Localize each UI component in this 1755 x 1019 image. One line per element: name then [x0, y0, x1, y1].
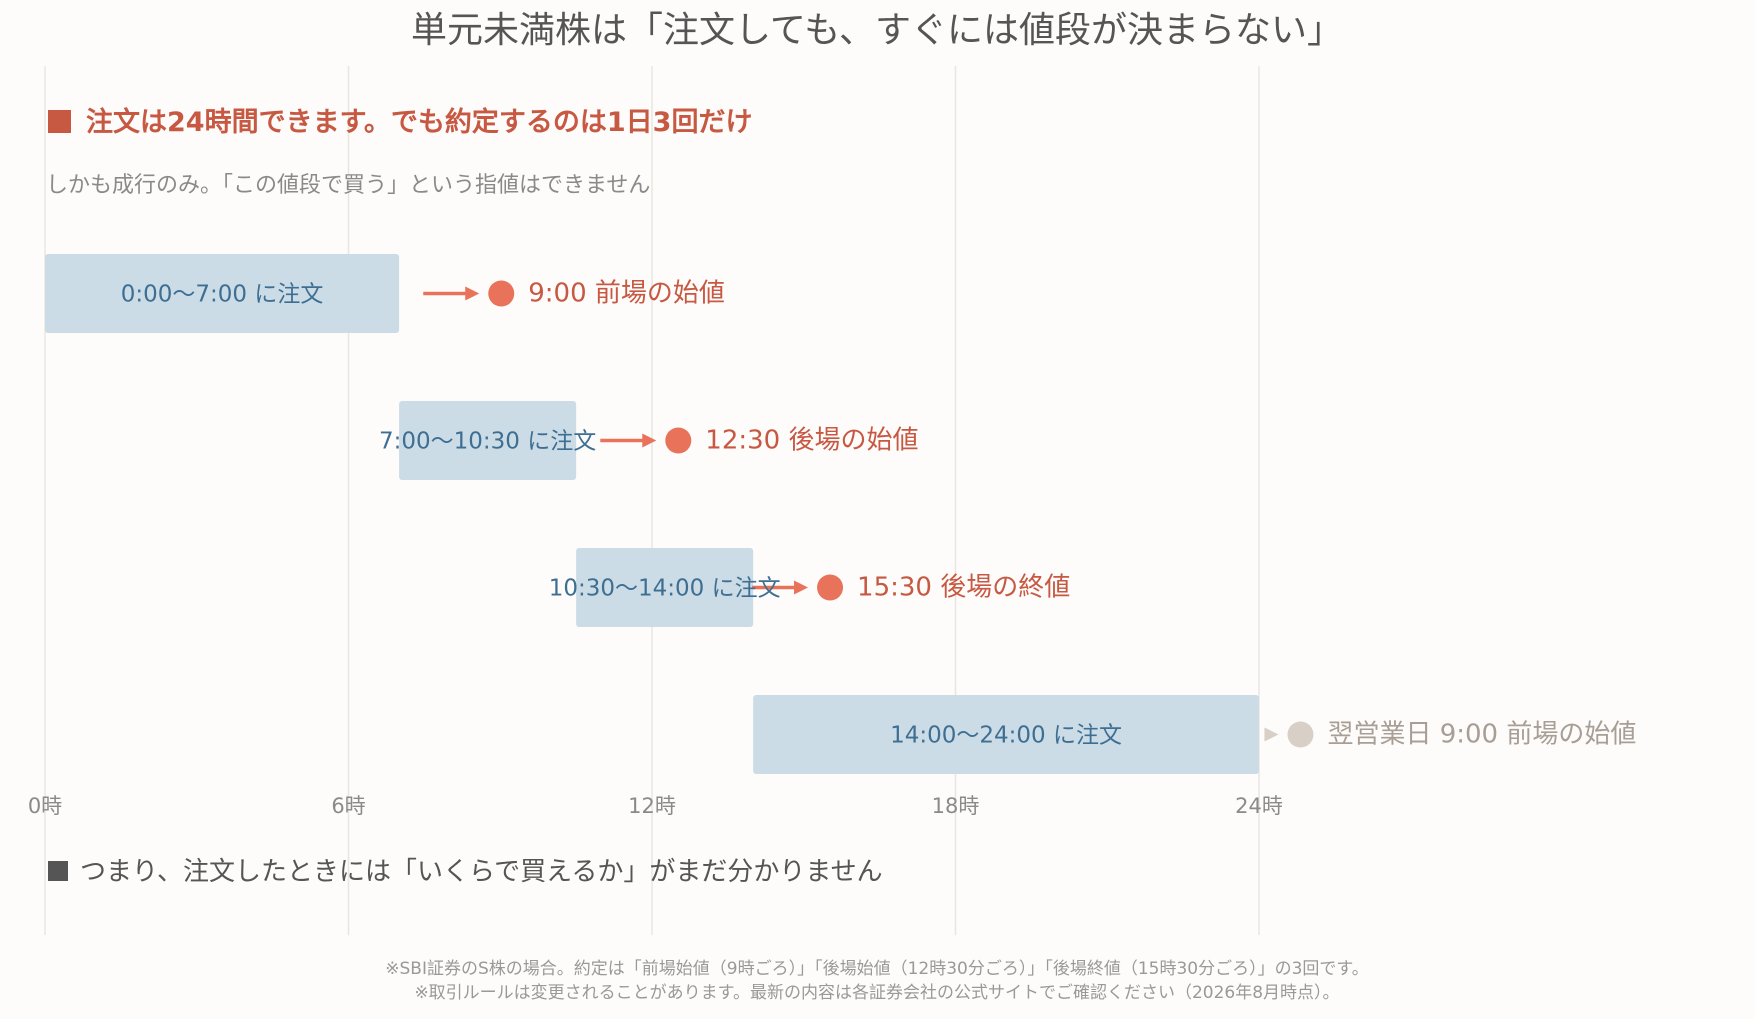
order-window-label: 10:30〜14:00 に注文: [549, 576, 781, 602]
arrow-head: [642, 433, 657, 448]
footnote-2: ※取引ルールは変更されることがあります。最新の内容は各証券会社の公式サイトでご確…: [414, 983, 1339, 1003]
footnote-1: ※SBI証券のS株の場合。約定は「前場始値（9時ごろ）」「後場始値（12時30分…: [385, 959, 1368, 979]
order-window-bar: [399, 401, 577, 480]
execution-dot: [665, 427, 692, 454]
order-window-row-1: 7:00〜10:30 に注文 12:30 後場の始値: [379, 401, 918, 480]
x-axis-ticks: 0時 6時 12時 18時 24時: [28, 794, 1283, 818]
order-window-rows: 0:00〜7:00 に注文 9:00 前場の始値 7:00〜10:30 に注文 12:…: [45, 254, 1636, 774]
order-window-row-0: 0:00〜7:00 に注文 9:00 前場の始値: [45, 254, 725, 333]
summary-text: つまり、注文したときには「いくらで買えるか」がまだ分かりません: [80, 857, 883, 887]
x-tick-label: 18時: [932, 794, 980, 818]
execution-time-label: 12:30 後場の始値: [705, 426, 918, 456]
execution-time-label: 15:30 後場の終値: [857, 573, 1070, 603]
order-window-label: 7:00〜10:30 に注文: [379, 429, 596, 455]
arrow-head: [1264, 727, 1279, 742]
vertical-gridlines: [44, 66, 1260, 935]
subtitle-marker-square: [48, 110, 71, 133]
order-window-row-2: 10:30〜14:00 に注文 15:30 後場の終値: [549, 548, 1070, 627]
x-tick-label: 6時: [331, 794, 365, 818]
execution-time-label: 9:00 前場の始値: [528, 279, 725, 309]
execution-dot: [1287, 721, 1314, 748]
chart-title: 単元未満株は「注文しても、すぐには値段が決まらない」: [411, 10, 1343, 51]
limit-order-note: しかも成行のみ。「この値段で買う」という指値はできません: [46, 173, 650, 198]
order-window-bar: [576, 548, 754, 627]
chart-subtitle: 注文は24時間できます。でも約定するのは1日3回だけ: [86, 106, 752, 138]
arrow-head: [465, 286, 480, 301]
summary-marker-square: [48, 861, 68, 881]
order-window-label: 0:00〜7:00 に注文: [121, 282, 324, 308]
arrow-head: [794, 580, 809, 595]
order-window-bar: [753, 695, 1259, 774]
x-tick-label: 24時: [1235, 794, 1283, 818]
execution-dot: [817, 574, 844, 601]
order-window-bar: [45, 254, 400, 333]
x-tick-label: 12時: [628, 794, 676, 818]
order-window-row-3: 14:00〜24:00 に注文 翌営業日 9:00 前場の始値: [753, 695, 1636, 774]
x-tick-label: 0時: [28, 794, 62, 818]
order-window-label: 14:00〜24:00 に注文: [890, 723, 1122, 749]
execution-dot: [488, 280, 515, 307]
execution-time-label: 翌営業日 9:00 前場の始値: [1327, 720, 1636, 750]
